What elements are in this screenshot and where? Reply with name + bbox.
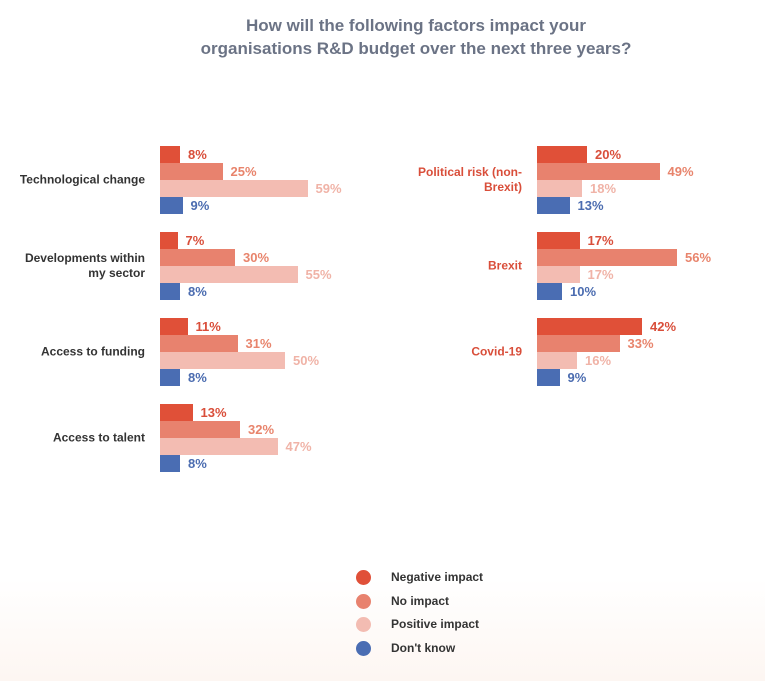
legend-marker [356,617,371,632]
value-label: 8% [188,284,207,299]
bar [160,369,180,386]
value-label: 20% [595,147,622,162]
legend-label: No impact [391,593,450,608]
value-label: 8% [188,456,207,471]
legend-label: Don't know [391,640,456,655]
legend-label: Negative impact [391,570,484,584]
category-label: Covid-19 [471,344,522,359]
value-label: 47% [285,439,312,454]
bar [160,352,285,369]
value-label: 33% [627,336,654,351]
value-label: 49% [667,164,694,179]
legend-marker [356,640,371,656]
value-label: 13% [577,198,604,213]
bar [160,180,308,197]
bar [537,266,580,283]
bar [160,249,235,266]
category-label: Access to funding [40,344,145,359]
legend-label: Positive impact [391,617,480,631]
bar [160,283,180,300]
value-label: 9% [567,370,587,385]
legend-marker [356,570,371,585]
value-label: 8% [188,147,207,162]
bar [160,197,183,214]
value-label: 30% [243,250,270,265]
category-label: Brexit [487,258,522,273]
value-label: 32% [248,422,275,437]
bar [160,146,180,163]
bar [160,318,188,335]
bar [160,335,238,352]
bar [160,455,180,472]
bar [537,232,580,249]
bar [537,180,582,197]
value-label: 11% [195,319,221,334]
bar [537,352,577,369]
value-label: 17% [587,233,614,248]
chart-title: How will the following factors impact yo… [200,16,632,58]
category-label: Access to talent [52,430,145,445]
value-label: 50% [293,353,320,368]
value-label: 42% [650,319,677,334]
value-label: 25% [230,164,257,179]
value-label: 56% [685,250,712,265]
value-label: 55% [305,267,332,282]
value-label: 8% [188,370,207,385]
value-label: 10% [570,284,597,299]
bar [537,335,620,352]
category-label: Technological change [19,172,145,187]
value-label: 13% [200,405,227,420]
bar [537,318,642,335]
bar [537,369,560,386]
bar [160,232,178,249]
bar [160,421,240,438]
value-label: 59% [315,181,342,196]
bar [537,249,677,266]
category-label: Developments within my sector [24,251,145,280]
bar [537,197,570,214]
legend-marker [356,593,371,609]
bar [160,438,278,455]
bar [160,404,193,421]
bar [537,163,660,180]
value-label: 9% [190,198,210,213]
value-label: 7% [185,233,205,248]
bar [160,163,223,180]
bar [160,266,298,283]
value-label: 17% [587,267,614,282]
bar [537,283,562,300]
value-label: 18% [590,181,617,196]
value-label: 16% [585,353,612,368]
category-label: Political risk (non-Brexit) [417,165,522,194]
value-label: 31% [245,336,272,351]
bar [537,146,587,163]
